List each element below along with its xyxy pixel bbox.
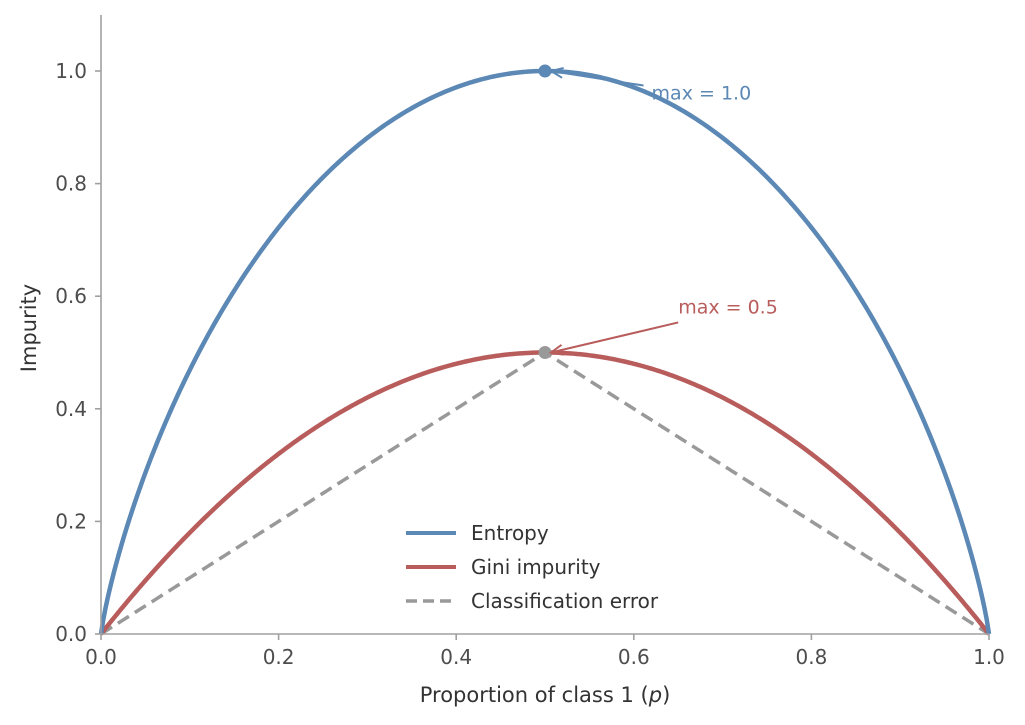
x-axis-ticks: 0.0 0.2 0.4 0.6 0.8 1.0 [85,634,1005,669]
y-tick-label: 0.6 [55,284,87,308]
max-point-marker [538,64,552,78]
legend-entropy-label: Entropy [471,521,549,545]
x-tick-label: 0.4 [440,645,472,669]
legend-gini-label: Gini impurity [471,555,601,579]
x-tick-label: 0.8 [795,645,827,669]
x-tick-label: 0.6 [618,645,650,669]
arrowhead-icon [548,344,564,356]
annotations: max = 1.0 max = 0.5 [548,66,778,356]
y-tick-label: 0.2 [55,509,87,533]
y-tick-label: 0.4 [55,397,87,421]
x-tick-label: 1.0 [973,645,1005,669]
x-tick-label: 0.2 [263,645,295,669]
x-axis-label: Proportion of class 1 (p) [420,683,671,707]
arrowhead-icon [548,66,564,79]
y-tick-label: 1.0 [55,59,87,83]
annotation-arrow [550,70,644,87]
legend: Entropy Gini impurity Classification err… [406,521,659,613]
annotation-label: max = 0.5 [678,296,778,318]
legend-classification-error-label: Classification error [471,589,659,613]
annotation-arrow [550,321,679,354]
y-axis-ticks: 0.0 0.2 0.4 0.6 0.8 1.0 [55,59,101,646]
y-axis-label: Impurity [17,284,41,372]
y-tick-label: 0.8 [55,172,87,196]
plot-lines [98,64,992,636]
max-point-marker [538,346,552,359]
y-tick-label: 0.0 [55,622,87,646]
x-tick-label: 0.0 [85,645,117,669]
annotation-label: max = 1.0 [652,83,752,105]
